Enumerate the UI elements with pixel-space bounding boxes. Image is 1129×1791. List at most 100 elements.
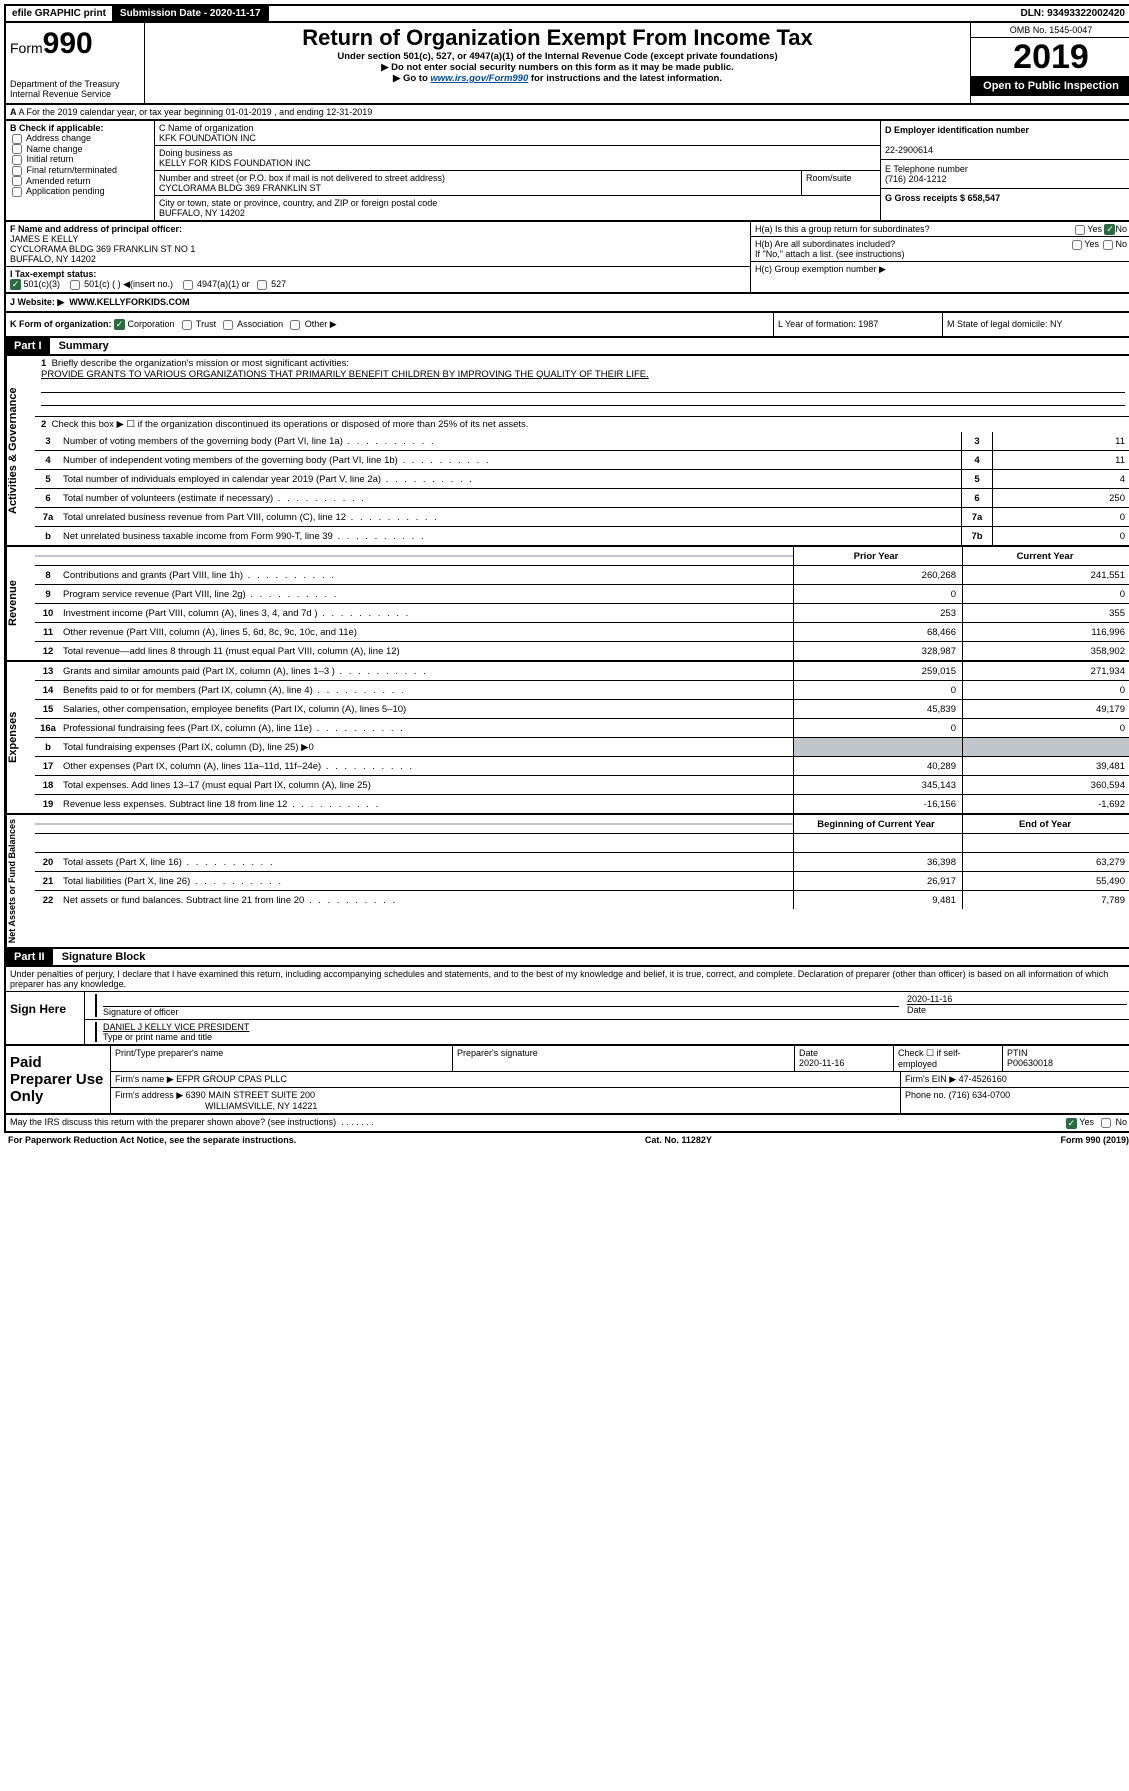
- chk-trust[interactable]: [182, 320, 192, 330]
- form-number: Form990: [10, 27, 140, 61]
- top-bar: efile GRAPHIC print Submission Date - 20…: [4, 4, 1129, 23]
- chk-4947[interactable]: [183, 280, 193, 290]
- principal-officer: F Name and address of principal officer:…: [6, 222, 750, 267]
- line-10: 10Investment income (Part VIII, column (…: [35, 604, 1129, 623]
- firm-address: Firm's address ▶ 6390 MAIN STREET SUITE …: [111, 1088, 901, 1113]
- check-icon: ✓: [1066, 1118, 1077, 1129]
- chk-hb-no[interactable]: [1103, 240, 1113, 250]
- chk-other[interactable]: [290, 320, 300, 330]
- firm-name: Firm's name ▶ EFPR GROUP CPAS PLLC: [111, 1072, 901, 1087]
- check-icon: ✓: [10, 279, 21, 290]
- perjury-declaration: Under penalties of perjury, I declare th…: [6, 967, 1129, 992]
- firm-phone: Phone no. (716) 634-0700: [901, 1088, 1129, 1113]
- preparer-sig-head: Preparer's signature: [453, 1046, 795, 1071]
- preparer-name-head: Print/Type preparer's name: [111, 1046, 453, 1071]
- chk-hb-yes[interactable]: [1072, 240, 1082, 250]
- website-row: J Website: ▶ WWW.KELLYFORKIDS.COM: [4, 294, 1129, 313]
- line-2: 2 Check this box ▶ ☐ if the organization…: [35, 417, 1129, 432]
- line-19: 19Revenue less expenses. Subtract line 1…: [35, 795, 1129, 813]
- preparer-date: Date2020-11-16: [795, 1046, 894, 1071]
- line-17: 17Other expenses (Part IX, column (A), l…: [35, 757, 1129, 776]
- check-icon: ✓: [114, 319, 125, 330]
- tax-year: 2019: [971, 38, 1129, 76]
- subtitle-1: Under section 501(c), 527, or 4947(a)(1)…: [151, 51, 964, 62]
- spacer: [35, 834, 1129, 853]
- subtitle-3: ▶ Go to www.irs.gov/Form990 for instruct…: [151, 73, 964, 84]
- line-1: 1 Briefly describe the organization's mi…: [35, 356, 1129, 417]
- line-22: 22Net assets or fund balances. Subtract …: [35, 891, 1129, 909]
- expenses-section: Expenses 13Grants and similar amounts pa…: [4, 662, 1129, 815]
- year-formation: L Year of formation: 1987: [774, 313, 943, 336]
- sign-here-label: Sign Here: [6, 992, 85, 1044]
- chk-final-return[interactable]: Final return/terminated: [10, 165, 150, 176]
- paid-preparer-label: Paid Preparer Use Only: [6, 1046, 111, 1113]
- activities-governance: Activities & Governance 1 Briefly descri…: [4, 356, 1129, 547]
- officer-name-line: DANIEL J KELLY VICE PRESIDENT Type or pr…: [85, 1020, 1129, 1044]
- ein-cell: D Employer identification number 22-2900…: [881, 121, 1129, 160]
- chk-application-pending[interactable]: Application pending: [10, 186, 150, 197]
- k-row: K Form of organization: ✓ Corporation Tr…: [4, 313, 1129, 338]
- gross-receipts: G Gross receipts $ 658,547: [881, 189, 1129, 207]
- omb-number: OMB No. 1545-0047: [971, 23, 1129, 38]
- line-11: 11Other revenue (Part VIII, column (A), …: [35, 623, 1129, 642]
- line-21: 21Total liabilities (Part X, line 26)26,…: [35, 872, 1129, 891]
- side-label-governance: Activities & Governance: [6, 356, 35, 545]
- discuss-row: May the IRS discuss this return with the…: [4, 1115, 1129, 1132]
- line-14: 14Benefits paid to or for members (Part …: [35, 681, 1129, 700]
- chk-527[interactable]: [257, 280, 267, 290]
- officer-status-grid: F Name and address of principal officer:…: [4, 222, 1129, 294]
- address-cell: Number and street (or P.O. box if mail i…: [155, 171, 880, 196]
- col-headers-net: Beginning of Current Year End of Year: [35, 815, 1129, 834]
- chk-discuss-no[interactable]: [1101, 1118, 1111, 1128]
- check-if-applicable: B Check if applicable: Address change Na…: [6, 121, 155, 220]
- line-18: 18Total expenses. Add lines 13–17 (must …: [35, 776, 1129, 795]
- revenue-section: Revenue Prior Year Current Year 8Contrib…: [4, 547, 1129, 662]
- phone-cell: E Telephone number (716) 204-1212: [881, 160, 1129, 189]
- line-7b: bNet unrelated business taxable income f…: [35, 527, 1129, 545]
- open-public: Open to Public Inspection: [971, 76, 1129, 96]
- col-headers-rev: Prior Year Current Year: [35, 547, 1129, 566]
- submission-date: Submission Date - 2020-11-17: [114, 6, 269, 21]
- chk-name-change[interactable]: Name change: [10, 144, 150, 155]
- chk-initial-return[interactable]: Initial return: [10, 154, 150, 165]
- irs-link[interactable]: www.irs.gov/Form990: [430, 73, 528, 84]
- subtitle-2: ▶ Do not enter social security numbers o…: [151, 62, 964, 73]
- line-20: 20Total assets (Part X, line 16)36,39863…: [35, 853, 1129, 872]
- chk-501c[interactable]: [70, 280, 80, 290]
- line-4: 4Number of independent voting members of…: [35, 451, 1129, 470]
- dept-treasury: Department of the Treasury Internal Reve…: [10, 79, 140, 99]
- line-9: 9Program service revenue (Part VIII, lin…: [35, 585, 1129, 604]
- firm-ein: Firm's EIN ▶ 47-4526160: [901, 1072, 1129, 1087]
- paid-preparer-section: Paid Preparer Use Only Print/Type prepar…: [4, 1046, 1129, 1115]
- line-8: 8Contributions and grants (Part VIII, li…: [35, 566, 1129, 585]
- chk-address-change[interactable]: Address change: [10, 133, 150, 144]
- dln: DLN: 93493322002420: [1014, 6, 1129, 21]
- line-12: 12Total revenue—add lines 8 through 11 (…: [35, 642, 1129, 660]
- dba-cell: Doing business as KELLY FOR KIDS FOUNDAT…: [155, 146, 880, 171]
- h-b: H(b) Are all subordinates included? Yes …: [751, 237, 1129, 262]
- line-16a: 16aProfessional fundraising fees (Part I…: [35, 719, 1129, 738]
- ptin: PTINP00630018: [1003, 1046, 1129, 1071]
- website-value[interactable]: WWW.KELLYFORKIDS.COM: [69, 297, 189, 307]
- chk-assoc[interactable]: [223, 320, 233, 330]
- org-name-cell: C Name of organization KFK FOUNDATION IN…: [155, 121, 880, 146]
- net-assets-section: Net Assets or Fund Balances Beginning of…: [4, 815, 1129, 949]
- form-header: Form990 Department of the Treasury Inter…: [4, 23, 1129, 105]
- city-cell: City or town, state or province, country…: [155, 196, 880, 220]
- form-title: Return of Organization Exempt From Incom…: [151, 25, 964, 51]
- state-domicile: M State of legal domicile: NY: [943, 313, 1129, 336]
- part-1-header: Part I Summary: [4, 338, 1129, 356]
- check-icon: ✓: [1104, 224, 1115, 235]
- line-16b: bTotal fundraising expenses (Part IX, co…: [35, 738, 1129, 757]
- chk-amended[interactable]: Amended return: [10, 176, 150, 187]
- signature-section: Under penalties of perjury, I declare th…: [4, 967, 1129, 1046]
- h-c: H(c) Group exemption number ▶: [751, 262, 1129, 277]
- line-13: 13Grants and similar amounts paid (Part …: [35, 662, 1129, 681]
- self-employed: Check ☐ if self-employed: [894, 1046, 1003, 1071]
- part-2-header: Part II Signature Block: [4, 949, 1129, 967]
- h-a: H(a) Is this a group return for subordin…: [751, 222, 1129, 237]
- side-label-expenses: Expenses: [6, 662, 35, 813]
- chk-ha-yes[interactable]: [1075, 225, 1085, 235]
- footer: For Paperwork Reduction Act Notice, see …: [4, 1133, 1129, 1147]
- efile-link[interactable]: efile GRAPHIC print: [6, 6, 114, 21]
